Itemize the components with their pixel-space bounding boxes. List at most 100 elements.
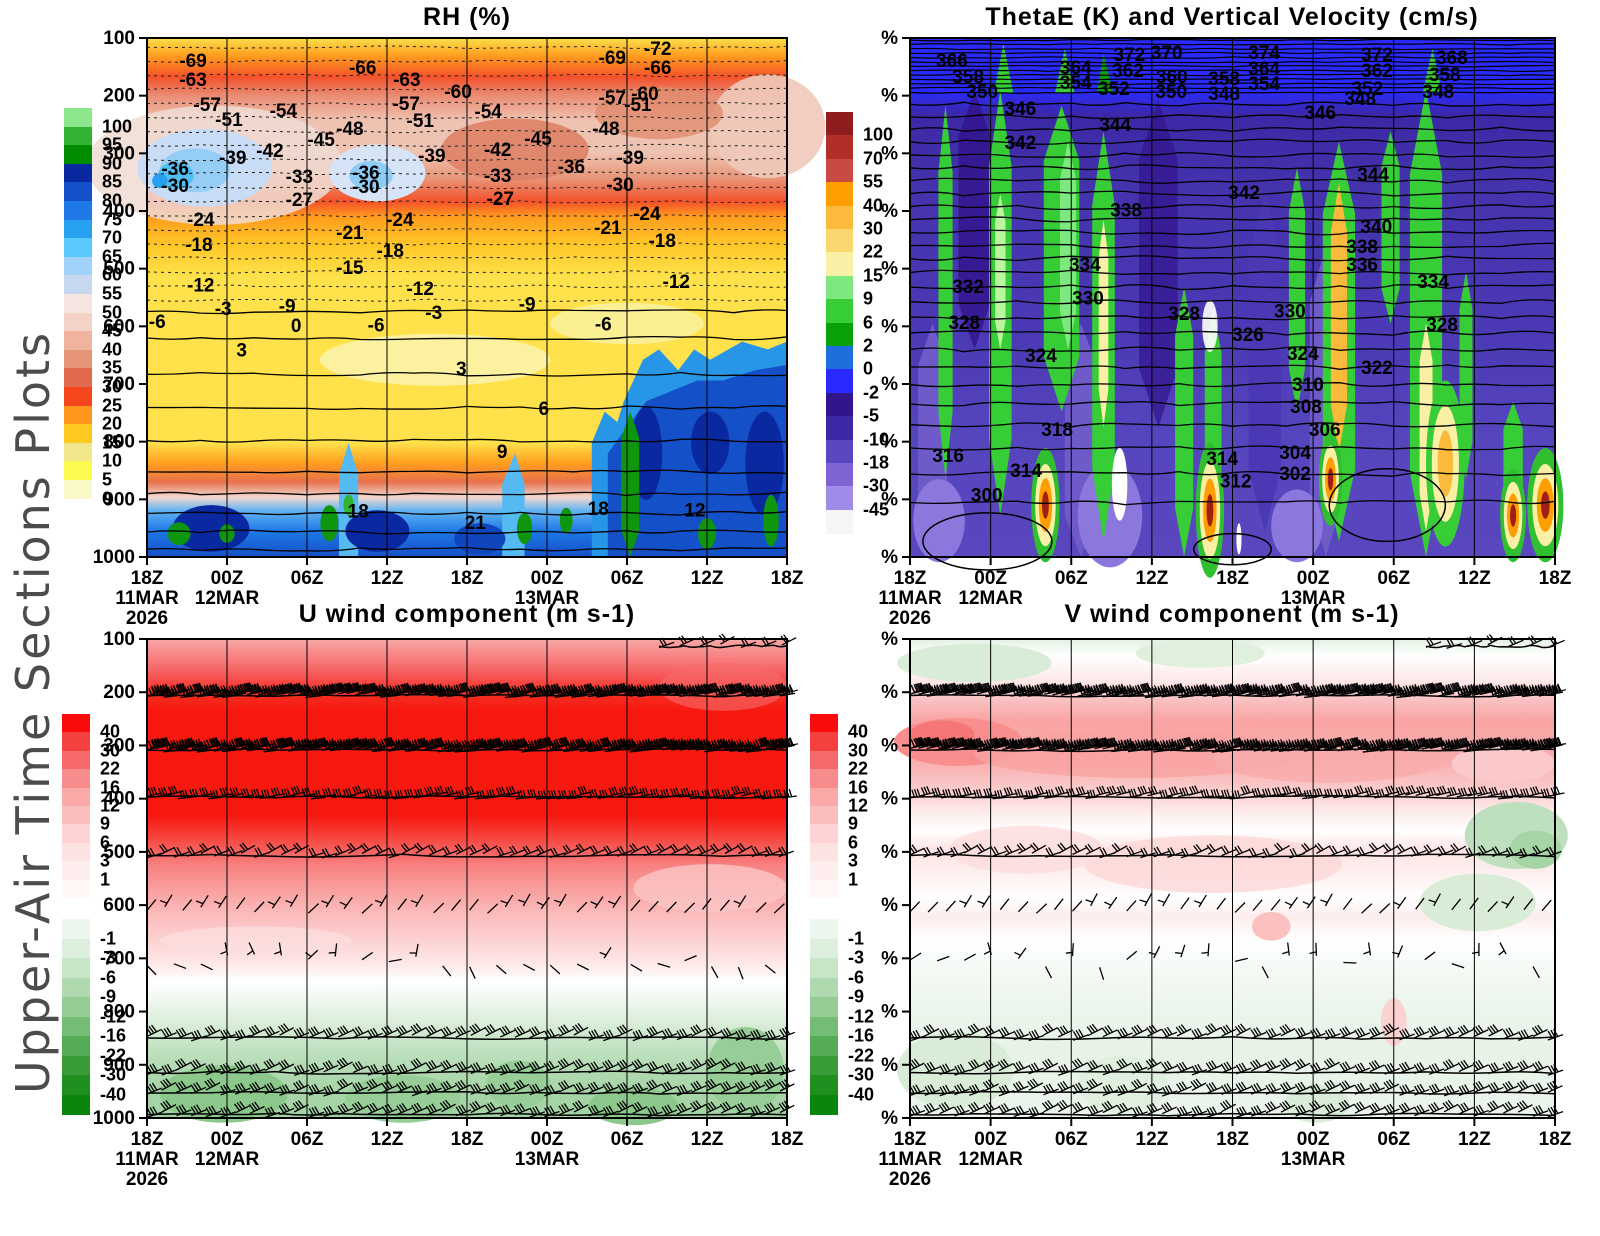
wind-barb	[227, 846, 243, 857]
colorbar-swatch	[810, 732, 838, 752]
wind-barb	[525, 788, 541, 799]
colorbar-swatch	[62, 977, 90, 998]
colorbar-swatch	[64, 349, 92, 369]
wind-barb	[1451, 962, 1465, 969]
barb-baseline	[909, 1070, 1556, 1075]
colorbar-swatch	[826, 416, 853, 441]
wind-barb	[648, 900, 659, 913]
wind-barb	[1220, 742, 1237, 753]
x-tick-label: 18Z	[1539, 568, 1572, 589]
wind-barb	[1035, 739, 1052, 751]
wind-barb	[1084, 843, 1101, 855]
wind-barb	[1294, 1058, 1311, 1071]
wind-barb	[993, 737, 1010, 750]
wind-barb	[1362, 684, 1379, 696]
wind-barb	[521, 682, 538, 695]
wind-barb	[513, 1025, 530, 1038]
wind-barb	[705, 1101, 722, 1114]
wind-barb	[939, 682, 954, 694]
wind-barb	[352, 1060, 369, 1074]
wind-barb	[1249, 1059, 1266, 1072]
wind-barb	[641, 684, 657, 696]
wind-barb	[1229, 790, 1245, 800]
barb-baseline-group	[909, 748, 1556, 753]
wind-barb	[1502, 1101, 1519, 1114]
date-label: 12MAR	[195, 1149, 260, 1170]
wind-barb	[993, 684, 1010, 696]
wind-barb	[616, 845, 633, 857]
wind-barb	[1413, 1062, 1430, 1075]
wind-barb	[1345, 682, 1362, 695]
wind-barb	[499, 1104, 516, 1117]
colorbar-label: 12	[100, 795, 121, 816]
wind-barb	[1412, 685, 1430, 697]
wind-barb	[1085, 893, 1098, 907]
colorbar-label: -40	[100, 1084, 127, 1104]
wind-barb	[730, 785, 746, 797]
wind-barb	[279, 737, 296, 749]
wind-barb	[646, 1079, 663, 1092]
contour-label: -3	[215, 299, 232, 320]
barb-baseline-group	[909, 853, 1556, 858]
wind-barb	[690, 1058, 707, 1071]
wind-barb	[704, 1078, 721, 1092]
wind-barb	[1516, 1100, 1533, 1113]
y-tick-label: 600	[103, 316, 135, 337]
wind-barb	[683, 844, 700, 856]
wind-barb	[1145, 1057, 1162, 1071]
y-tick-label: 300	[103, 143, 135, 164]
wind-barb	[557, 1024, 574, 1037]
wind-barb	[657, 962, 671, 968]
barb-baseline	[909, 748, 1556, 753]
wind-barb	[962, 842, 979, 854]
wind-barb	[397, 898, 408, 911]
wind-barb	[637, 739, 654, 751]
wind-barb	[1205, 1023, 1222, 1036]
x-tick-label: 18Z	[131, 568, 164, 589]
wind-barb	[646, 739, 663, 751]
wind-barb	[1467, 786, 1483, 797]
wind-barb	[1131, 1078, 1148, 1092]
colorbar-label: 30	[102, 376, 123, 397]
wind-barb	[632, 1082, 648, 1095]
wind-barb	[968, 1059, 984, 1072]
wind-barb	[575, 684, 590, 696]
wind-barb	[1423, 844, 1440, 856]
wind-barb	[1270, 684, 1287, 696]
wind-barb	[1273, 842, 1290, 854]
temp-contour-dashed	[146, 284, 788, 288]
contour-label: 364	[1060, 58, 1092, 79]
wind-barb	[366, 1078, 383, 1092]
contour-label: 312	[1220, 472, 1252, 493]
wind-barb	[180, 738, 197, 750]
colorbar-label: 12	[848, 795, 869, 816]
wind-barb	[630, 963, 643, 972]
wind-barb	[998, 1026, 1015, 1039]
wind-barb	[1345, 737, 1362, 749]
wind-barb	[1429, 737, 1446, 750]
x-tick-label: 12Z	[1458, 568, 1491, 589]
wind-barb	[1234, 845, 1251, 857]
barb-baseline	[146, 853, 788, 858]
wind-barb	[263, 686, 280, 697]
wind-barb	[305, 687, 322, 699]
wind-barb	[998, 1084, 1015, 1097]
wind-barb	[1178, 787, 1194, 798]
wind-barb	[661, 1028, 678, 1040]
colorbar-swatch	[62, 824, 90, 844]
wind-barb	[543, 1028, 560, 1041]
colorbar-vwind-0: 40 30 22 16 12 9 6 3 1	[810, 714, 898, 899]
wind-barb	[968, 1084, 985, 1096]
wind-barb	[1111, 842, 1128, 855]
wind-barb	[1215, 739, 1231, 751]
colorbar-label: 55	[102, 283, 123, 304]
wind-barb	[464, 786, 480, 797]
wind-barb	[513, 686, 530, 698]
wind-barb	[392, 790, 408, 800]
wind-barb	[522, 845, 539, 857]
wind-barb	[333, 738, 349, 750]
wind-barb	[998, 1103, 1014, 1116]
dashed-contour-group	[146, 87, 788, 92]
wind-barb	[388, 686, 405, 698]
colorbar-label: 22	[848, 758, 869, 779]
